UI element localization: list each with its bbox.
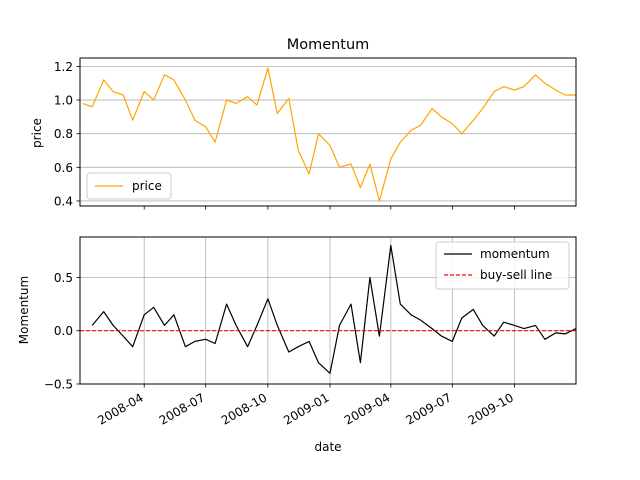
price-legend-label: price [132, 179, 162, 193]
price-grid [80, 66, 576, 202]
price-panel: Momentum price 0.4 0.6 0.8 1.0 1.2 price [30, 37, 577, 210]
price-legend: price [86, 172, 172, 200]
momentum-line [91, 244, 577, 374]
momentum-y-tick-label: −0.5 [44, 378, 73, 392]
price-y-axis-label: price [30, 118, 44, 148]
date-x-axis-label: date [314, 440, 341, 454]
price-y-tick-label: 1.0 [54, 94, 73, 108]
momentum-legend-label: momentum [480, 247, 550, 261]
price-y-tick-label: 0.4 [54, 194, 73, 208]
price-y-ticks: 0.4 0.6 0.8 1.0 1.2 [54, 60, 80, 208]
momentum-y-tick-label: 0.5 [54, 271, 73, 285]
price-y-tick-label: 0.8 [54, 127, 73, 141]
momentum-y-ticks: −0.5 0.0 0.5 [44, 271, 80, 392]
price-series [82, 67, 576, 202]
price-axes-frame [79, 57, 577, 207]
chart-title: Momentum [287, 37, 370, 53]
price-x-ticks [143, 206, 515, 210]
price-line [82, 67, 576, 202]
buy-sell-legend-label: buy-sell line [480, 268, 552, 282]
price-legend-box [86, 172, 172, 200]
momentum-y-tick-label: 0.0 [54, 324, 73, 338]
momentum-y-axis-label: Momentum [17, 276, 31, 344]
price-y-tick-label: 0.6 [54, 161, 73, 175]
price-y-tick-label: 1.2 [54, 60, 73, 74]
momentum-legend: momentum buy-sell line [435, 241, 570, 290]
momentum-series [80, 244, 577, 374]
momentum-axes-frame [79, 236, 577, 385]
